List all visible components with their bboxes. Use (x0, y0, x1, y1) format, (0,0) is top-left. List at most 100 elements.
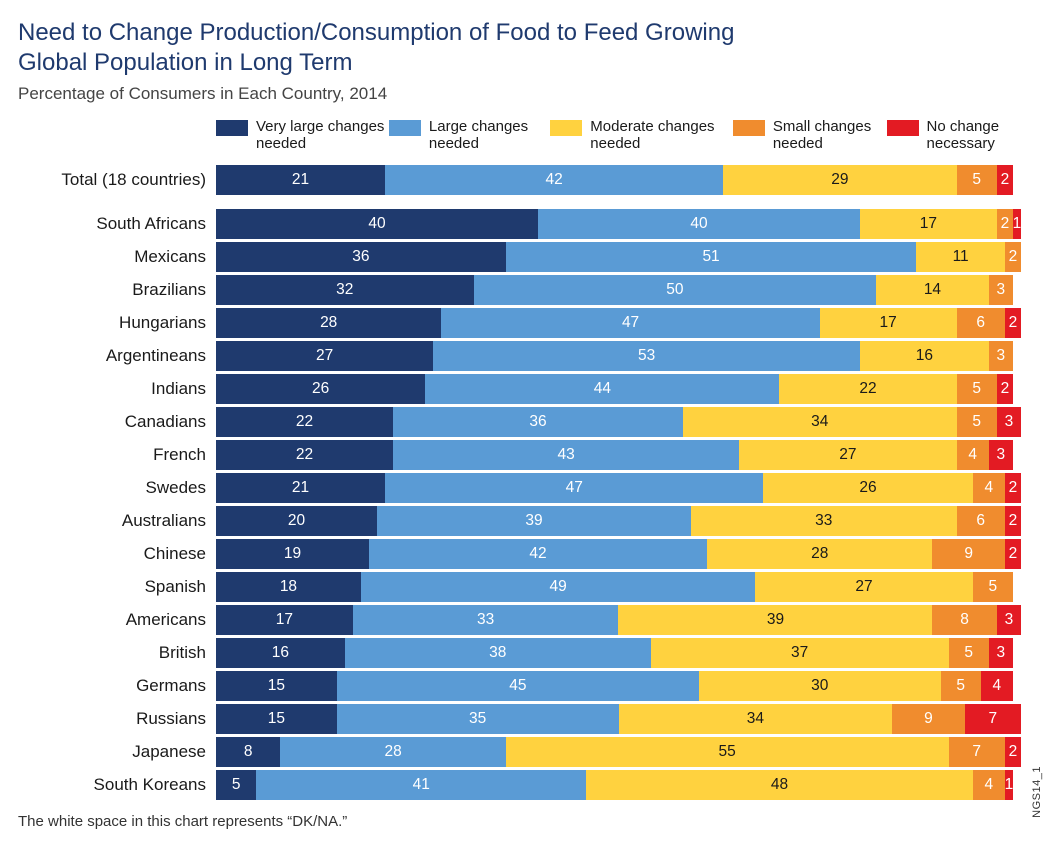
bar-segment: 39 (377, 506, 691, 536)
stacked-bar: 21472642 (216, 473, 1021, 503)
legend-label: Moderate changes needed (590, 118, 730, 153)
bar-segment: 16 (860, 341, 989, 371)
stacked-bar: 3250143 (216, 275, 1021, 305)
bar-segment: 20 (216, 506, 377, 536)
bar-segment: 6 (957, 506, 1005, 536)
legend-item: No change necessary (887, 118, 1021, 153)
row-label: South Koreans (18, 775, 216, 795)
legend-label: No change necessary (927, 118, 1021, 153)
bar-segment: 2 (1005, 308, 1021, 338)
bar-segment: 17 (216, 605, 353, 635)
legend-item: Small changes needed (733, 118, 887, 153)
bar-segment: 2 (997, 209, 1013, 239)
bar-segment: 45 (337, 671, 699, 701)
chart-rows: Total (18 countries)21422952South Africa… (18, 165, 1021, 803)
bar-segment: 15 (216, 671, 337, 701)
country-row: Brazilians3250143 (18, 275, 1021, 305)
bar-segment: 16 (216, 638, 345, 668)
legend-swatch (389, 120, 421, 136)
country-row: French22432743 (18, 440, 1021, 470)
bar-segment: 34 (683, 407, 957, 437)
country-row: Swedes21472642 (18, 473, 1021, 503)
bar-segment: 49 (361, 572, 755, 602)
legend-item: Moderate changes needed (550, 118, 733, 153)
bar-segment: 36 (216, 242, 506, 272)
bar-segment: 19 (216, 539, 369, 569)
bar-segment: 3 (989, 638, 1013, 668)
country-row: Spanish1849275 (18, 572, 1021, 602)
bar-segment: 6 (957, 308, 1005, 338)
bar-segment: 43 (393, 440, 739, 470)
bar-segment: 33 (691, 506, 957, 536)
bar-segment: 8 (216, 737, 280, 767)
bar-segment: 2 (1005, 539, 1021, 569)
row-label: Canadians (18, 412, 216, 432)
bar-segment: 47 (385, 473, 763, 503)
stacked-bar: 5414841 (216, 770, 1021, 800)
bar-segment: 14 (876, 275, 989, 305)
bar-segment: 26 (216, 374, 425, 404)
bar-segment: 28 (280, 737, 505, 767)
legend-label: Large changes needed (429, 118, 550, 153)
bar-segment: 21 (216, 165, 385, 195)
bar-segment: 15 (216, 704, 337, 734)
legend-item: Very large changes needed (216, 118, 389, 153)
bar-segment: 7 (965, 704, 1021, 734)
row-label: Germans (18, 676, 216, 696)
bar-segment: 48 (586, 770, 972, 800)
row-label: Australians (18, 511, 216, 531)
country-row: Argentineans2753163 (18, 341, 1021, 371)
stacked-bar: 1849275 (216, 572, 1021, 602)
stacked-bar: 3651112 (216, 242, 1021, 272)
stacked-bar: 22363453 (216, 407, 1021, 437)
bar-segment: 40 (538, 209, 860, 239)
bar-segment: 2 (1005, 506, 1021, 536)
bar-segment: 37 (651, 638, 949, 668)
stacked-bar: 21422952 (216, 165, 1021, 195)
bar-segment: 28 (216, 308, 441, 338)
bar-segment: 4 (973, 770, 1005, 800)
bar-segment: 27 (755, 572, 972, 602)
bar-segment: 47 (441, 308, 819, 338)
legend-label: Small changes needed (773, 118, 887, 153)
row-label: Swedes (18, 478, 216, 498)
bar-segment: 36 (393, 407, 683, 437)
bar-segment: 2 (1005, 242, 1021, 272)
row-label: Russians (18, 709, 216, 729)
bar-segment: 2 (1005, 737, 1021, 767)
stacked-bar: 40401721 (216, 209, 1021, 239)
stacked-bar: 20393362 (216, 506, 1021, 536)
row-label: French (18, 445, 216, 465)
bar-segment: 3 (989, 440, 1013, 470)
legend: Very large changes needed Large changes n… (216, 118, 1021, 153)
bar-segment: 26 (763, 473, 972, 503)
legend-label: Very large changes needed (256, 118, 389, 153)
row-label: Brazilians (18, 280, 216, 300)
bar-segment: 55 (506, 737, 949, 767)
bar-segment: 1 (1013, 209, 1021, 239)
bar-segment: 27 (739, 440, 956, 470)
bar-segment: 2 (997, 374, 1013, 404)
legend-swatch (550, 120, 582, 136)
country-row: British16383753 (18, 638, 1021, 668)
chart-container: Very large changes needed Large changes n… (18, 118, 1021, 803)
country-row: Indians26442252 (18, 374, 1021, 404)
row-label: British (18, 643, 216, 663)
stacked-bar: 2753163 (216, 341, 1021, 371)
row-label: Mexicans (18, 247, 216, 267)
bar-segment: 32 (216, 275, 474, 305)
stacked-bar: 28471762 (216, 308, 1021, 338)
stacked-bar: 26442252 (216, 374, 1021, 404)
bar-segment: 4 (973, 473, 1005, 503)
stacked-bar: 16383753 (216, 638, 1021, 668)
bar-segment: 38 (345, 638, 651, 668)
country-row: Mexicans3651112 (18, 242, 1021, 272)
bar-segment: 4 (957, 440, 989, 470)
bar-segment: 9 (892, 704, 964, 734)
bar-segment: 9 (932, 539, 1004, 569)
legend-swatch (887, 120, 919, 136)
bar-segment: 42 (369, 539, 707, 569)
row-label: Chinese (18, 544, 216, 564)
bar-segment: 33 (353, 605, 619, 635)
bar-segment: 3 (997, 407, 1021, 437)
